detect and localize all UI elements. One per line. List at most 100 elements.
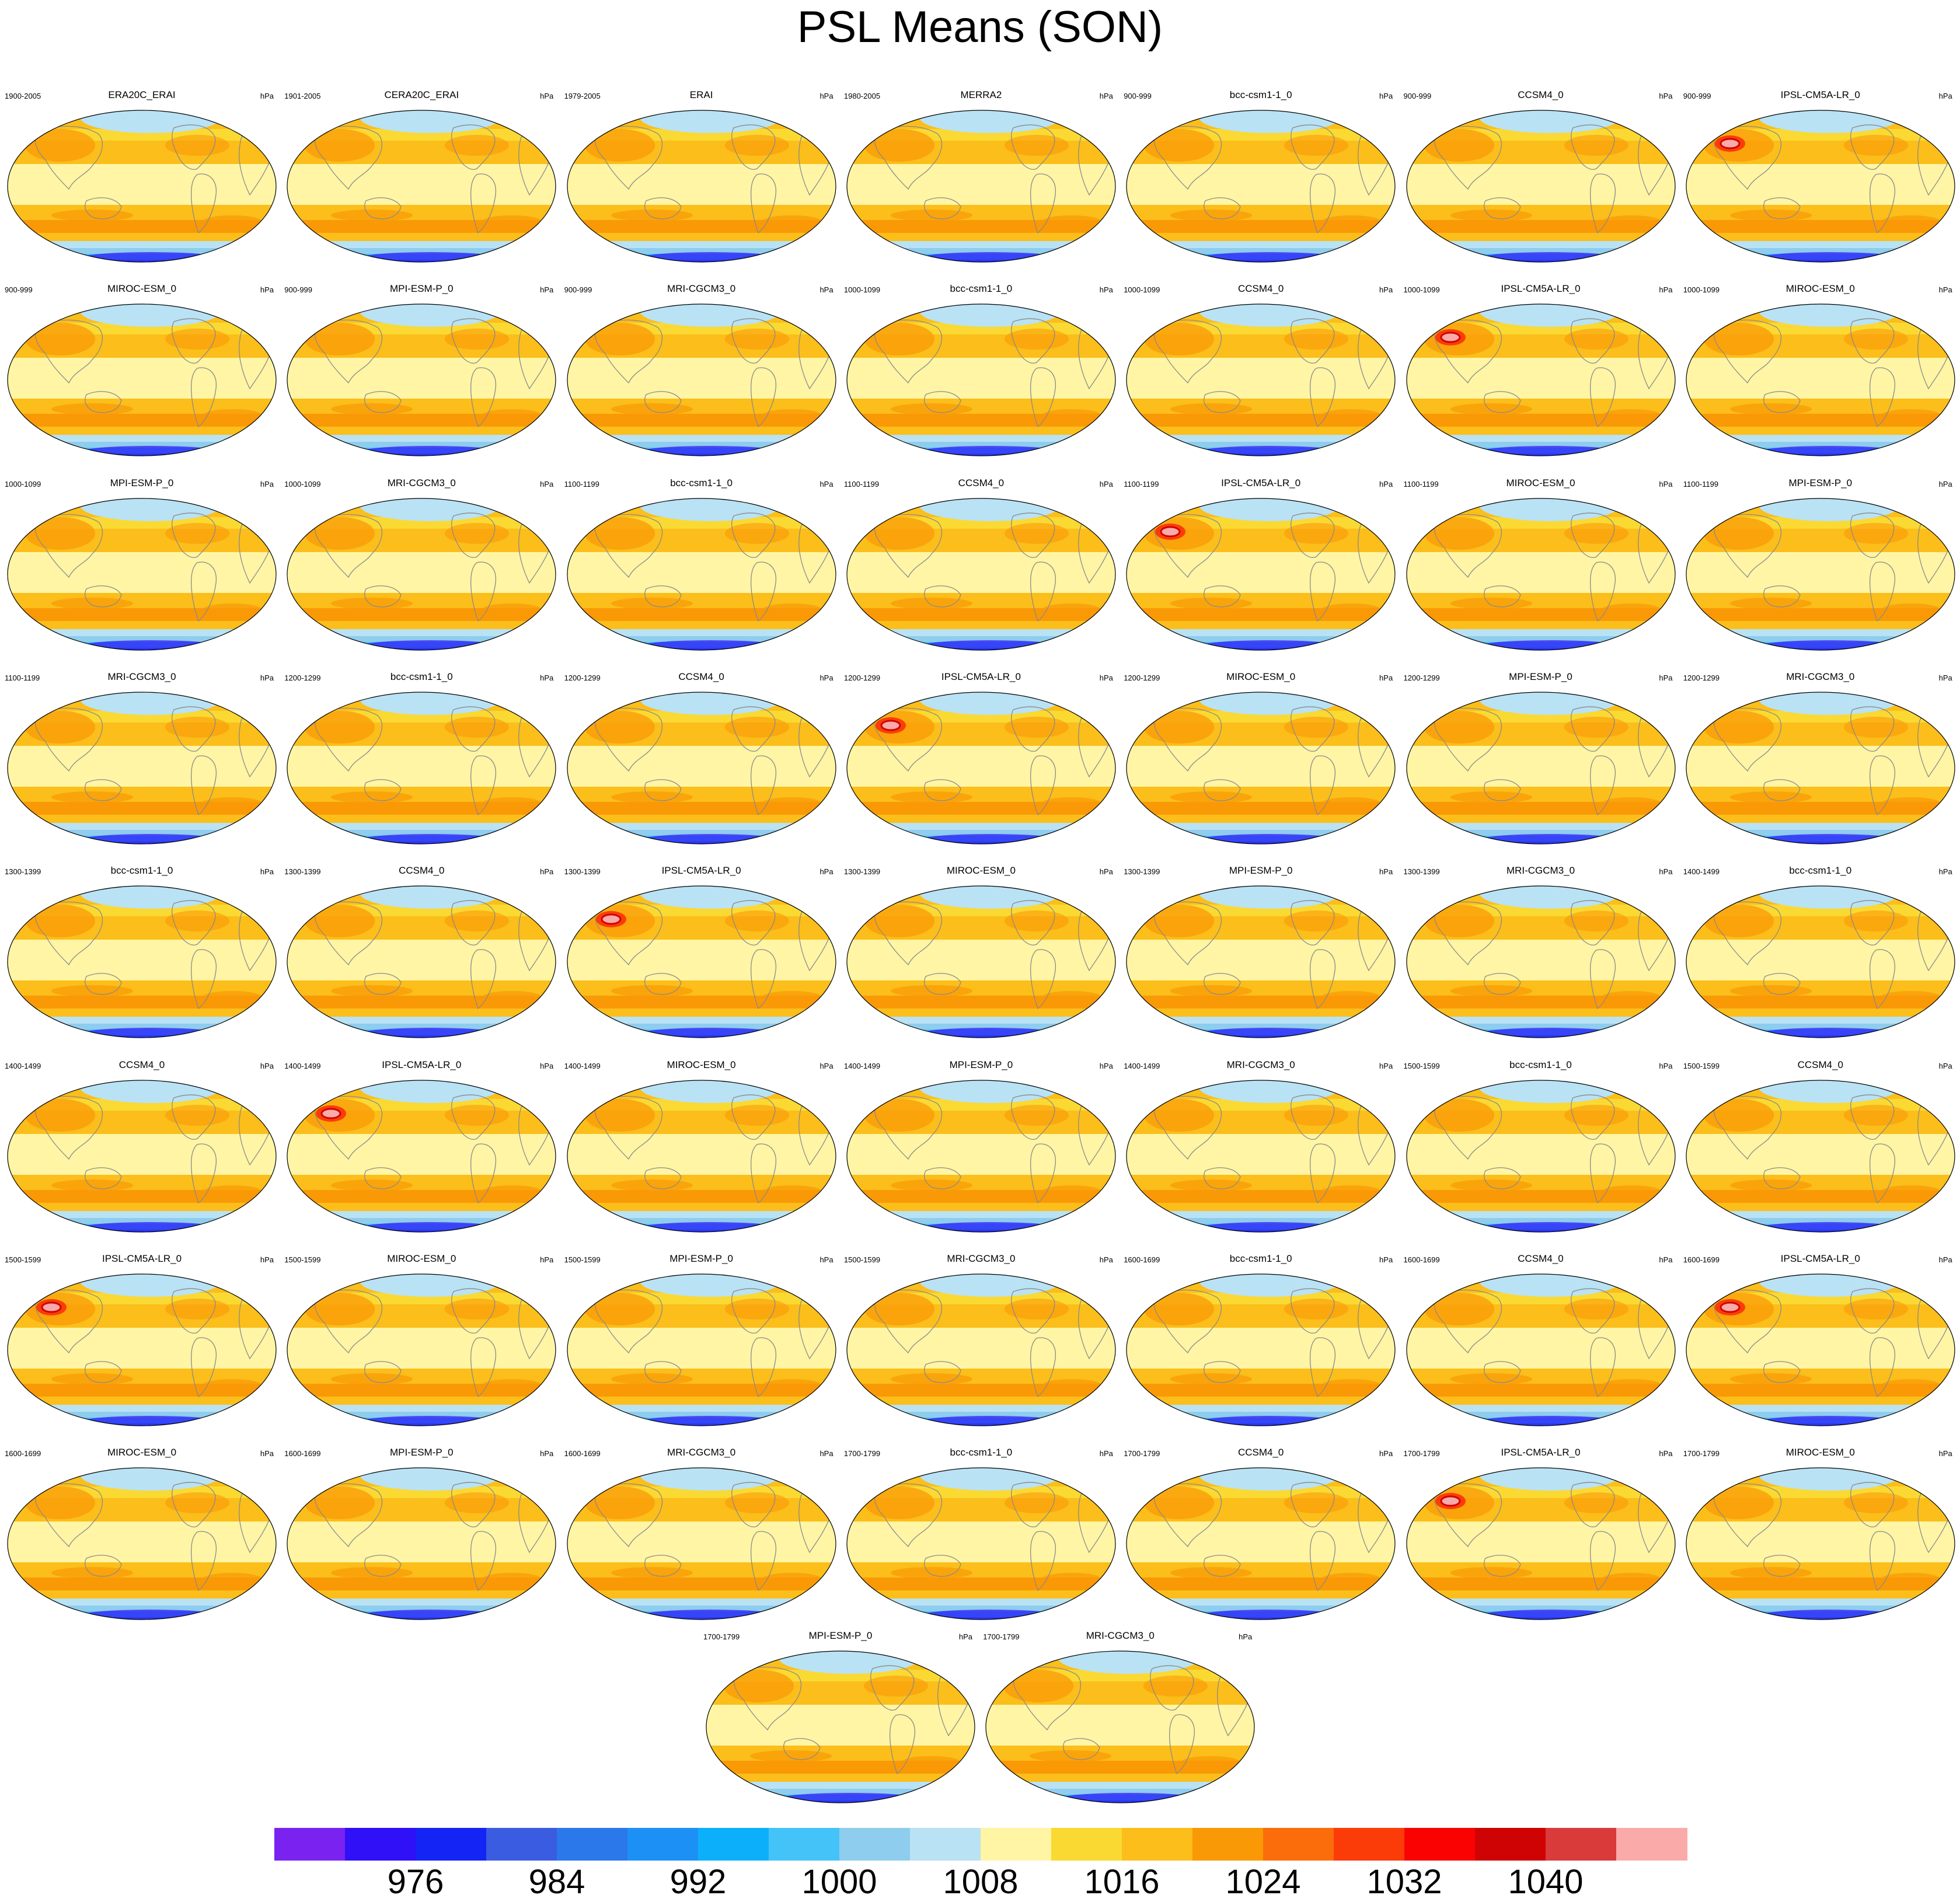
colorbar-tick-label: 1000 — [801, 1863, 877, 1901]
colorbar-swatch — [910, 1828, 981, 1861]
panel-units: hPa — [1099, 1255, 1113, 1264]
map-panel: 1100-1199 bcc-csm1-1_0 hPa — [564, 473, 839, 659]
psl-map — [7, 497, 277, 651]
map-panel: 1100-1199 MPI-ESM-P_0 hPa — [1683, 473, 1958, 659]
panel-years: 1700-1799 — [983, 1632, 1020, 1641]
panel-units: hPa — [1659, 92, 1673, 100]
colorbar-swatch — [1122, 1828, 1193, 1861]
panel-units: hPa — [540, 1255, 554, 1264]
panel-model-name: MIROC-ESM_0 — [387, 1252, 456, 1264]
panel-years: 1980-2005 — [843, 92, 881, 100]
colorbar-tick-label: 1008 — [943, 1863, 1019, 1901]
map-panel: 1500-1599 MRI-CGCM3_0 hPa — [844, 1249, 1118, 1435]
psl-map — [1406, 1079, 1676, 1233]
psl-map — [287, 303, 556, 456]
panel-units: hPa — [1099, 673, 1113, 682]
panel-years: 900-999 — [1683, 92, 1711, 100]
psl-map — [846, 1467, 1116, 1620]
panel-model-name: MIROC-ESM_0 — [107, 1447, 177, 1458]
panel-years: 1500-1599 — [564, 1255, 601, 1264]
panel-years: 1600-1699 — [5, 1449, 41, 1458]
panel-units: hPa — [540, 1449, 554, 1458]
panel-model-name: IPSL-CM5A-LR_0 — [382, 1059, 462, 1070]
psl-map — [7, 692, 277, 844]
panel-years: 1700-1799 — [1683, 1449, 1720, 1458]
panel-model-name: CCSM4_0 — [1237, 1447, 1284, 1458]
panel-units: hPa — [1938, 867, 1952, 877]
psl-map — [1406, 692, 1676, 844]
panel-units: hPa — [1379, 1061, 1393, 1070]
map-panel: 1400-1499 MPI-ESM-P_0 hPa — [844, 1055, 1118, 1241]
colorbar-swatch — [1404, 1828, 1476, 1861]
panel-model-name: MPI-ESM-P_0 — [949, 1059, 1013, 1070]
colorbar-tick-label: 1016 — [1084, 1863, 1160, 1901]
panel-years: 1700-1799 — [703, 1632, 740, 1641]
panel-units: hPa — [1099, 479, 1113, 488]
panel-units: hPa — [1379, 92, 1393, 100]
map-panel: 1000-1099 CCSM4_0 hPa — [1124, 279, 1398, 465]
panel-model-name: MIROC-ESM_0 — [667, 1059, 736, 1070]
psl-map — [566, 303, 836, 456]
panel-model-name: bcc-csm1-1_0 — [1229, 89, 1292, 100]
panel-units: hPa — [260, 92, 274, 100]
colorbar-tick-label: 992 — [669, 1863, 727, 1901]
psl-map — [566, 110, 836, 263]
panel-years: 1700-1799 — [1403, 1449, 1440, 1458]
map-panel: 1200-1299 MIROC-ESM_0 hPa — [1124, 667, 1398, 853]
panel-units: hPa — [1938, 92, 1952, 100]
panel-units: hPa — [819, 1449, 833, 1458]
panel-years: 1900-2005 — [5, 92, 41, 100]
psl-map — [1686, 303, 1955, 456]
panel-model-name: bcc-csm1-1_0 — [390, 671, 453, 682]
psl-map — [566, 1467, 836, 1620]
panel-model-name: IPSL-CM5A-LR_0 — [1780, 89, 1860, 100]
panel-years: 1600-1699 — [1683, 1255, 1720, 1264]
panel-model-name: MIROC-ESM_0 — [946, 865, 1016, 877]
panel-model-name: CCSM4_0 — [1797, 1059, 1843, 1070]
panel-years: 1000-1099 — [1683, 285, 1720, 295]
panel-years: 1200-1299 — [843, 673, 881, 682]
panel-years: 1600-1699 — [564, 1449, 601, 1458]
psl-map — [287, 1467, 556, 1620]
panel-years: 1400-1499 — [284, 1061, 321, 1070]
map-panel: 1000-1099 MPI-ESM-P_0 hPa — [5, 473, 279, 659]
panel-model-name: IPSL-CM5A-LR_0 — [941, 671, 1021, 682]
psl-map — [1126, 885, 1396, 1038]
panel-years: 1000-1099 — [1124, 285, 1160, 295]
psl-map — [566, 497, 836, 651]
panel-years: 1300-1399 — [1124, 867, 1160, 877]
panel-units: hPa — [1099, 92, 1113, 100]
psl-map — [846, 303, 1116, 456]
colorbar-swatch — [1192, 1828, 1264, 1861]
panel-units: hPa — [260, 867, 274, 877]
map-panel: 1200-1299 CCSM4_0 hPa — [564, 667, 839, 853]
map-panel: 1400-1499 IPSL-CM5A-LR_0 hPa — [284, 1055, 559, 1241]
psl-map — [1126, 1467, 1396, 1620]
map-panel: 1700-1799 MRI-CGCM3_0 hPa — [983, 1626, 1257, 1812]
colorbar-swatch — [345, 1828, 416, 1861]
colorbar-tick-label: 1024 — [1225, 1863, 1301, 1901]
panel-years: 1100-1199 — [5, 673, 40, 682]
panel-model-name: MPI-ESM-P_0 — [389, 283, 454, 295]
map-panel: 1300-1399 CCSM4_0 hPa — [284, 861, 559, 1046]
panel-units: hPa — [260, 1255, 274, 1264]
map-panel: 1400-1499 MIROC-ESM_0 hPa — [564, 1055, 839, 1241]
map-panel: 1980-2005 MERRA2 hPa — [844, 85, 1118, 271]
psl-map — [566, 1273, 836, 1426]
panel-years: 1100-1199 — [1403, 479, 1439, 488]
psl-map — [1126, 692, 1396, 844]
map-panel: 1200-1299 IPSL-CM5A-LR_0 hPa — [844, 667, 1118, 853]
map-panel: 1700-1799 MIROC-ESM_0 hPa — [1683, 1443, 1958, 1628]
map-panel: 1400-1499 MRI-CGCM3_0 hPa — [1124, 1055, 1398, 1241]
psl-map — [1406, 1467, 1676, 1620]
figure-title: PSL Means (SON) — [797, 2, 1163, 52]
panel-model-name: bcc-csm1-1_0 — [950, 283, 1013, 295]
psl-map — [7, 1079, 277, 1233]
panel-years: 1300-1399 — [1403, 867, 1440, 877]
panel-model-name: MPI-ESM-P_0 — [1509, 671, 1572, 682]
panel-model-name: ERAI — [689, 89, 713, 100]
panel-model-name: bcc-csm1-1_0 — [1509, 1059, 1572, 1070]
panel-model-name: MIROC-ESM_0 — [107, 283, 177, 295]
panel-years: 1200-1299 — [1683, 673, 1720, 682]
psl-map — [7, 1467, 277, 1620]
